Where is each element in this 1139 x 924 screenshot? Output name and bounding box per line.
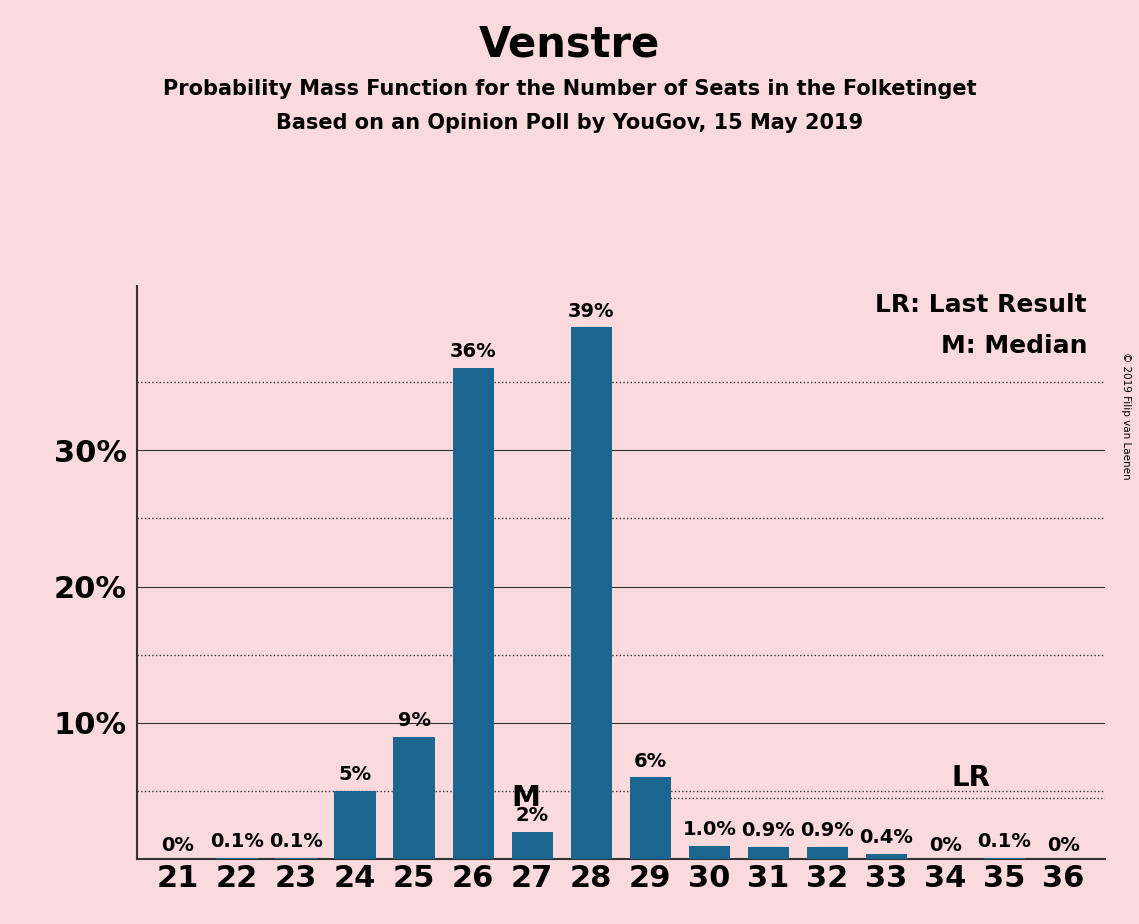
Text: Based on an Opinion Poll by YouGov, 15 May 2019: Based on an Opinion Poll by YouGov, 15 M… xyxy=(276,113,863,133)
Text: 36%: 36% xyxy=(450,343,497,361)
Bar xyxy=(276,858,317,859)
Text: 0.9%: 0.9% xyxy=(801,821,854,840)
Text: 0.9%: 0.9% xyxy=(741,821,795,840)
Bar xyxy=(630,777,671,859)
Bar xyxy=(216,858,257,859)
Text: 2%: 2% xyxy=(516,807,549,825)
Text: LR: LR xyxy=(951,764,990,793)
Text: 0.1%: 0.1% xyxy=(269,833,323,851)
Text: 5%: 5% xyxy=(338,765,371,784)
Bar xyxy=(511,832,552,859)
Bar xyxy=(571,327,612,859)
Bar xyxy=(689,845,730,859)
Text: 1.0%: 1.0% xyxy=(682,820,736,839)
Text: LR: Last Result: LR: Last Result xyxy=(876,293,1087,317)
Bar xyxy=(806,847,849,859)
Bar xyxy=(866,854,907,859)
Text: Probability Mass Function for the Number of Seats in the Folketinget: Probability Mass Function for the Number… xyxy=(163,79,976,99)
Text: 6%: 6% xyxy=(633,751,666,771)
Text: 0%: 0% xyxy=(929,836,961,856)
Bar xyxy=(335,791,376,859)
Bar xyxy=(984,858,1025,859)
Text: 39%: 39% xyxy=(568,301,614,321)
Text: © 2019 Filip van Laenen: © 2019 Filip van Laenen xyxy=(1121,352,1131,480)
Text: M: M xyxy=(511,784,541,811)
Bar xyxy=(747,847,789,859)
Text: 0%: 0% xyxy=(1047,836,1080,856)
Text: 0.4%: 0.4% xyxy=(860,828,913,847)
Text: Venstre: Venstre xyxy=(478,23,661,65)
Bar xyxy=(393,736,435,859)
Text: 0%: 0% xyxy=(162,836,195,856)
Text: 0.1%: 0.1% xyxy=(210,833,264,851)
Bar xyxy=(452,369,494,859)
Text: M: Median: M: Median xyxy=(941,334,1087,359)
Text: 0.1%: 0.1% xyxy=(977,833,1032,851)
Text: 9%: 9% xyxy=(398,711,431,730)
